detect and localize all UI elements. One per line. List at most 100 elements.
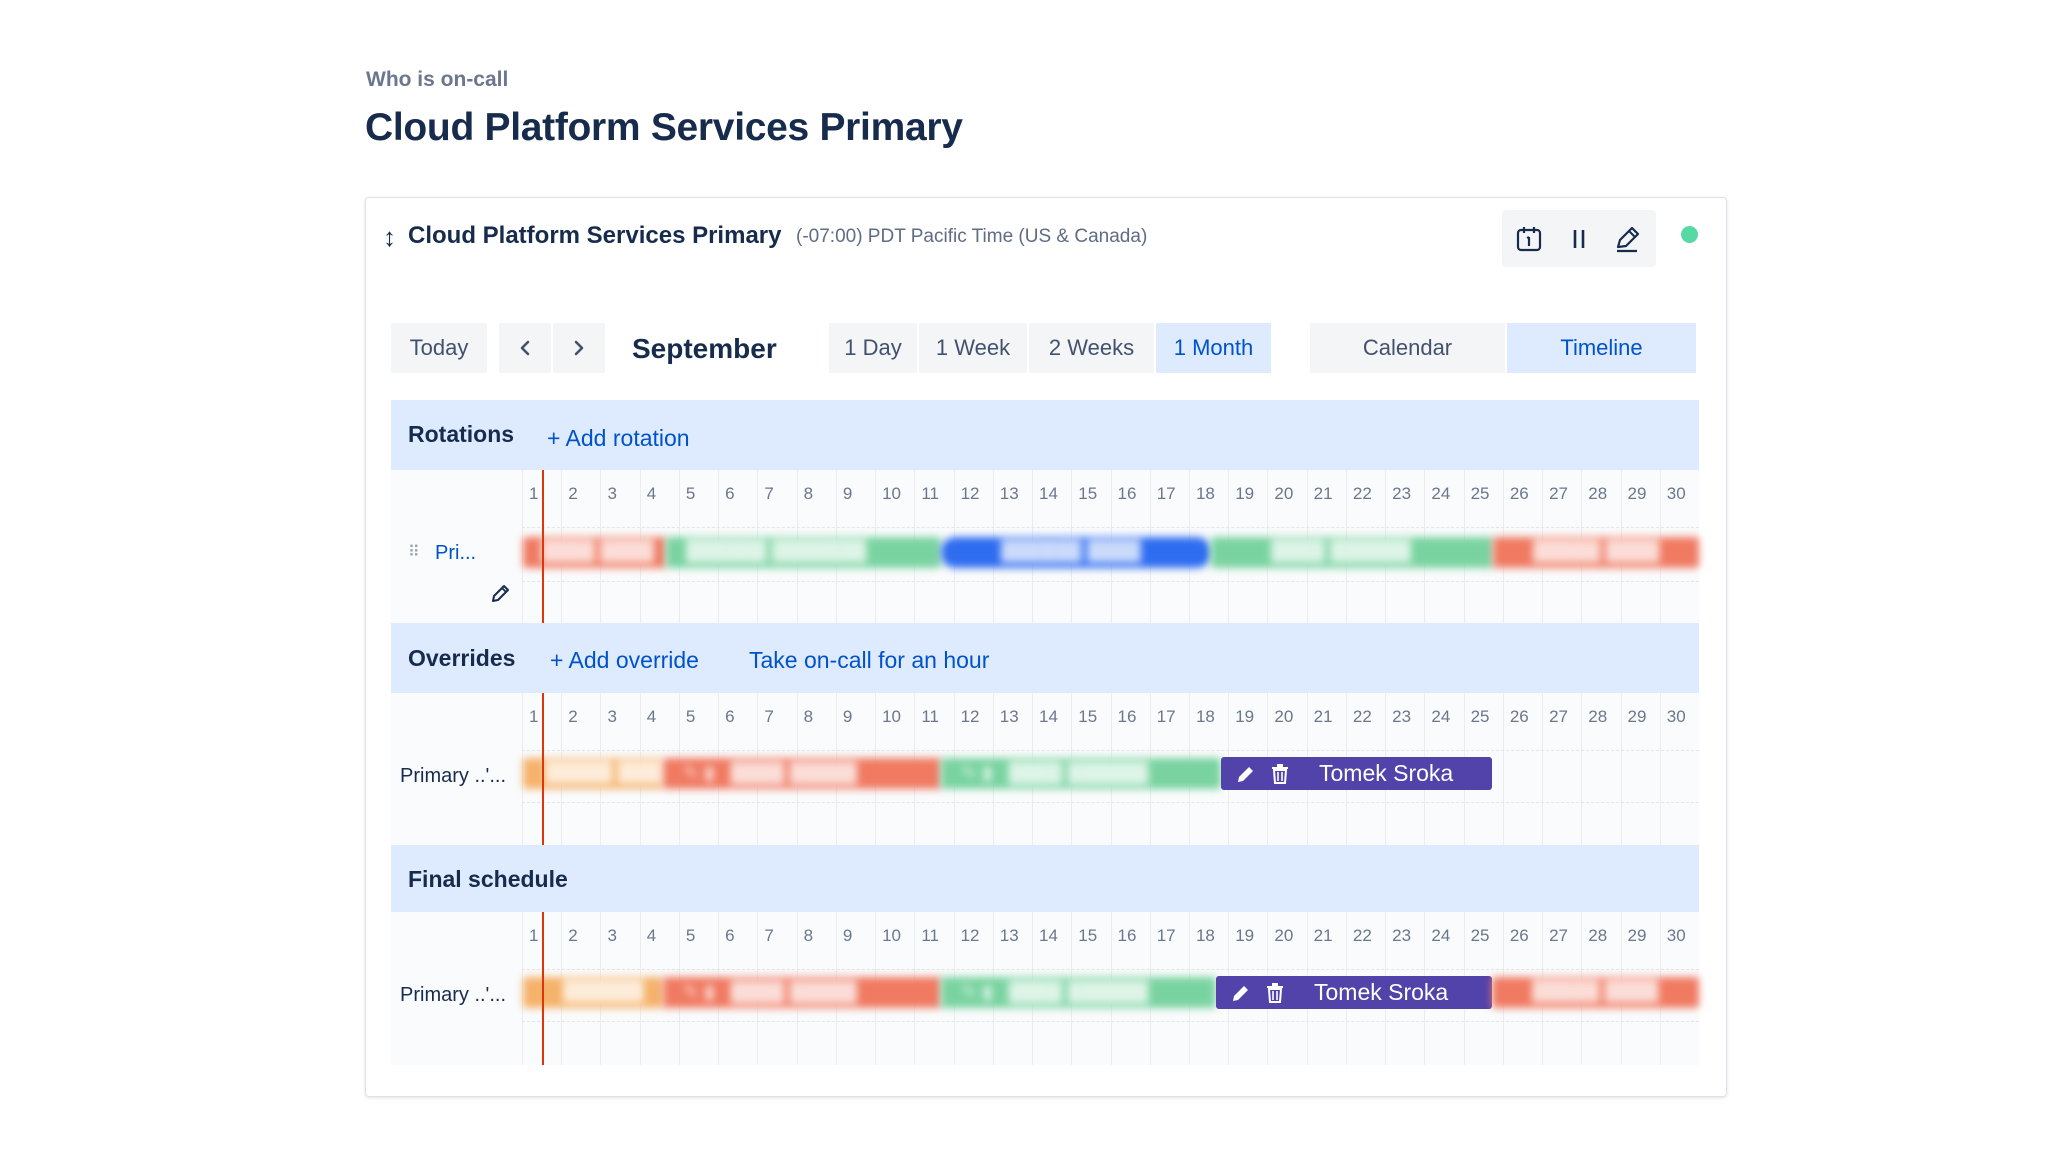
- day-number: 19: [1235, 484, 1255, 503]
- day-column: [1620, 693, 1622, 845]
- sort-arrows-icon[interactable]: ↕: [383, 222, 396, 252]
- range-1-week[interactable]: 1 Week: [919, 323, 1027, 373]
- day-number: 24: [1431, 926, 1451, 945]
- overrides-header: Overrides + Add override Take on-call fo…: [391, 623, 1699, 693]
- final-shift[interactable]: ✎ ▮ ████ ██████: [941, 977, 1216, 1008]
- status-indicator: [1681, 226, 1698, 243]
- final-header: Final schedule: [391, 845, 1699, 912]
- day-number: 11: [921, 926, 939, 945]
- overrides-title: Overrides: [408, 645, 516, 671]
- day-number: 6: [725, 707, 735, 726]
- day-number: 22: [1352, 484, 1372, 503]
- prev-button[interactable]: [499, 323, 551, 373]
- day-number: 3: [607, 926, 617, 945]
- day-number: 2: [568, 707, 578, 726]
- pencil-icon[interactable]: [1228, 980, 1254, 1006]
- day-column: [522, 470, 523, 623]
- day-number: 3: [607, 707, 617, 726]
- day-number: 9: [842, 484, 853, 503]
- day-number: 1: [529, 926, 539, 945]
- day-number: 19: [1235, 926, 1255, 945]
- rotations-header: Rotations + Add rotation: [391, 400, 1699, 470]
- day-number: 10: [882, 926, 902, 945]
- take-oncall-link[interactable]: Take on-call for an hour: [749, 647, 990, 673]
- day-number: 12: [960, 926, 980, 945]
- schedule-name: Cloud Platform Services Primary: [408, 222, 782, 249]
- day-number: 17: [1156, 707, 1176, 726]
- day-number: 19: [1235, 707, 1255, 726]
- final-shift[interactable]: ✎ ▮ ████ █████: [663, 977, 941, 1008]
- day-number: 25: [1470, 484, 1490, 503]
- day-number: 20: [1274, 707, 1294, 726]
- pause-icon[interactable]: [1556, 210, 1602, 267]
- add-override-link[interactable]: + Add override: [550, 647, 699, 673]
- final-grid: Primary ..'... ██████ ✎ ▮ ████ █████ ✎ ▮…: [391, 912, 1699, 1065]
- overrides-grid: Primary ..'... █████ ████ ✎ ▮ ████ █████…: [391, 693, 1699, 845]
- rotations-title: Rotations: [408, 421, 515, 447]
- trash-icon[interactable]: [1267, 761, 1293, 787]
- range-1-month[interactable]: 1 Month: [1156, 323, 1271, 373]
- next-button[interactable]: [553, 323, 605, 373]
- edit-icon[interactable]: [1604, 210, 1650, 267]
- day-number: 30: [1666, 484, 1686, 503]
- day-number: 3: [607, 484, 617, 503]
- chevron-right-icon: [574, 340, 584, 356]
- today-button[interactable]: Today: [391, 323, 487, 373]
- day-number: 8: [803, 926, 814, 945]
- rotation-shift[interactable]: █████ ████: [1493, 537, 1699, 568]
- add-rotation-link[interactable]: + Add rotation: [547, 425, 690, 451]
- override-shift[interactable]: ✎ ▮ ████ █████: [663, 758, 941, 789]
- day-number: 15: [1078, 926, 1098, 945]
- rotations-grid: ⠿ Pri... ████ ████ ██████ ███████ ██████…: [391, 470, 1699, 623]
- day-number: 21: [1313, 926, 1333, 945]
- view-calendar[interactable]: Calendar: [1310, 323, 1505, 373]
- range-2-weeks[interactable]: 2 Weeks: [1029, 323, 1154, 373]
- day-number: 11: [921, 707, 939, 726]
- day-number: 17: [1156, 926, 1176, 945]
- rotation-shift[interactable]: ████ ████: [523, 537, 666, 568]
- breadcrumb: Who is on-call: [366, 68, 509, 91]
- rotation-name[interactable]: Pri...: [435, 542, 477, 564]
- day-number: 22: [1352, 707, 1372, 726]
- day-number: 8: [803, 484, 814, 503]
- day-number: 29: [1627, 707, 1647, 726]
- override-shift[interactable]: ✎ ▮ ████ ██████: [941, 758, 1221, 789]
- final-title: Final schedule: [408, 866, 568, 892]
- day-number: 18: [1195, 484, 1215, 503]
- rotation-shift[interactable]: ████ ██████: [1211, 537, 1493, 568]
- day-number: 26: [1509, 707, 1529, 726]
- final-override-pill[interactable]: Tomek Sroka: [1216, 976, 1492, 1009]
- drag-handle-icon[interactable]: ⠿: [408, 544, 420, 561]
- day-column: [1581, 693, 1583, 845]
- day-number: 22: [1352, 926, 1372, 945]
- day-number: 2: [568, 926, 578, 945]
- final-shift[interactable]: █████ ████: [1492, 977, 1699, 1008]
- rotation-shift[interactable]: ██████ ███████: [666, 537, 941, 568]
- override-pill[interactable]: Tomek Sroka: [1221, 757, 1492, 790]
- edit-rotation-icon[interactable]: [490, 582, 512, 609]
- day-number: 13: [999, 926, 1019, 945]
- day-number: 26: [1509, 484, 1529, 503]
- override-shift[interactable]: █████ ████: [523, 758, 671, 789]
- day-number: 20: [1274, 484, 1294, 503]
- day-number: 6: [725, 926, 735, 945]
- calendar-icon[interactable]: [1506, 210, 1552, 267]
- day-number: 4: [646, 926, 657, 945]
- final-shift[interactable]: ██████: [523, 977, 663, 1008]
- day-number: 1: [529, 484, 539, 503]
- trash-icon[interactable]: [1262, 980, 1288, 1006]
- day-number: 16: [1117, 707, 1137, 726]
- day-number: 4: [646, 707, 657, 726]
- view-timeline[interactable]: Timeline: [1507, 323, 1696, 373]
- day-number: 13: [999, 484, 1019, 503]
- day-number: 23: [1392, 484, 1412, 503]
- pencil-icon[interactable]: [1233, 761, 1259, 787]
- rotation-shift[interactable]: ██████ ████: [941, 537, 1211, 568]
- day-number: 7: [764, 926, 774, 945]
- day-number: 10: [882, 707, 902, 726]
- day-number: 13: [999, 707, 1019, 726]
- day-number: 1: [529, 707, 539, 726]
- range-1-day[interactable]: 1 Day: [829, 323, 917, 373]
- today-marker: [542, 693, 544, 845]
- day-number: 30: [1666, 707, 1686, 726]
